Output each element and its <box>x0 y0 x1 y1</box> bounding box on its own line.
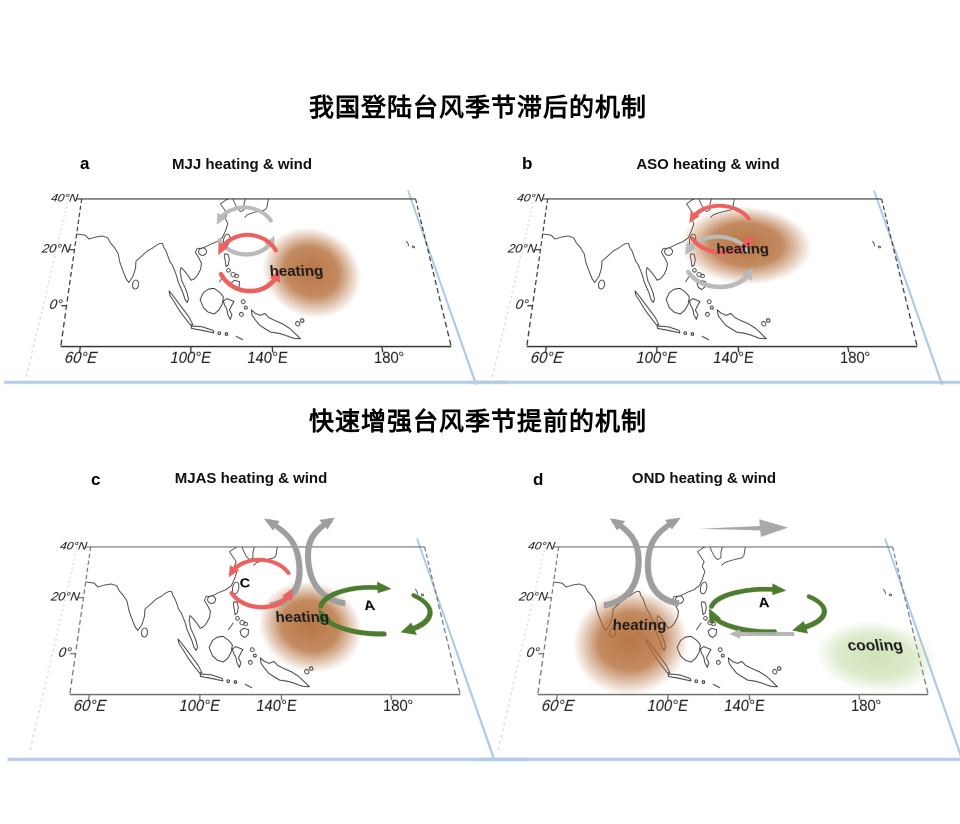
panel-b: heating 40°N 20°N 0° 60°E 100°E 140°E 18… <box>498 152 958 442</box>
panel-b-title: ASO heating & wind <box>636 156 780 173</box>
panel-b-map-svg: heating <box>470 157 960 418</box>
panel-a: heating 40°N 20°N 0° 60°E 100°E 140°E 18… <box>32 152 492 442</box>
heating-label: heating <box>716 240 770 256</box>
lon-tick-140e: 140°E <box>255 696 298 715</box>
panel-c: C A heating 40°N 20°N 0° 60°E 100°E 140°… <box>41 466 501 756</box>
lat-tick-0: 0° <box>514 296 530 313</box>
slide-edge-right <box>417 539 495 761</box>
panel-d: A heating cooling 40°N 20°N 0° 60°E 100°… <box>509 466 960 756</box>
panel-d-letter: d <box>533 470 544 489</box>
cooling-label: cooling <box>846 636 905 654</box>
anticyclone-a-label: A <box>758 594 770 610</box>
panel-d-map-svg: A heating cooling <box>481 505 960 766</box>
upper-westerly-arrow <box>698 519 790 537</box>
lon-tick-140e: 140°E <box>723 696 766 715</box>
lon-tick-140e: 140°E <box>246 348 289 367</box>
heating-blob <box>256 581 370 674</box>
section-title-landfall-lag: 我国登陆台风季节滞后的机制 <box>308 94 647 122</box>
heating-label: heating <box>612 616 667 633</box>
lat-tick-40n: 40°N <box>59 539 89 553</box>
section-title-ri-advance: 快速增强台风季节提前的机制 <box>308 408 647 436</box>
cooling-blob <box>810 620 947 694</box>
panel-c-letter: c <box>91 470 101 489</box>
lon-tick-100e: 100°E <box>647 696 689 715</box>
heating-label: heating <box>275 608 330 625</box>
heating-blob <box>259 227 369 319</box>
coastline-map <box>70 546 445 689</box>
lat-tick-20n: 20°N <box>40 241 72 256</box>
lon-tick-100e: 100°E <box>636 348 678 367</box>
heating-blob <box>680 206 818 285</box>
lon-tick-180: 180° <box>381 696 416 715</box>
anticyclone-a-label: A <box>363 597 376 613</box>
lat-tick-20n: 20°N <box>517 589 549 604</box>
gray-circulation-arrow <box>219 207 273 254</box>
green-anticyclone-arrow <box>711 589 828 632</box>
lon-tick-60e: 60°E <box>72 696 108 715</box>
lon-tick-100e: 100°E <box>170 348 212 367</box>
heating-label: heating <box>269 262 324 279</box>
lat-tick-40n: 40°N <box>50 191 80 205</box>
lat-tick-0: 0° <box>57 644 73 661</box>
panel-c-title: MJAS heating & wind <box>174 470 328 487</box>
lon-tick-60e: 60°E <box>529 348 565 367</box>
panel-c-map-svg: C A heating <box>13 505 524 766</box>
lat-tick-20n: 20°N <box>506 241 538 256</box>
cyclone-c-label: C <box>239 575 250 591</box>
lon-tick-100e: 100°E <box>179 696 221 715</box>
map-frame <box>53 198 454 354</box>
lat-tick-20n: 20°N <box>49 589 81 604</box>
panel-c-map: C A heating 40°N 20°N 0° 60°E 100°E 140°… <box>13 505 524 766</box>
lat-tick-40n: 40°N <box>527 539 557 553</box>
lat-tick-40n: 40°N <box>516 191 546 205</box>
panel-b-map: heating 40°N 20°N 0° 60°E 100°E 140°E 18… <box>470 157 960 418</box>
coastline-map <box>61 198 436 341</box>
lon-tick-180: 180° <box>849 696 884 715</box>
panel-b-letter: b <box>522 154 533 173</box>
panel-a-map-svg: heating <box>4 157 515 418</box>
lon-tick-60e: 60°E <box>540 696 576 715</box>
panel-a-title: MJJ heating & wind <box>171 156 312 173</box>
panel-d-title: OND heating & wind <box>631 470 777 487</box>
panel-d-map: A heating cooling 40°N 20°N 0° 60°E 100°… <box>481 505 960 766</box>
panel-a-letter: a <box>80 154 90 173</box>
lat-tick-0: 0° <box>525 644 541 661</box>
panel-a-map: heating 40°N 20°N 0° 60°E 100°E 140°E 18… <box>4 157 515 418</box>
lon-tick-140e: 140°E <box>712 348 755 367</box>
lon-tick-180: 180° <box>838 348 873 367</box>
lat-tick-0: 0° <box>48 296 64 313</box>
lon-tick-180: 180° <box>372 348 407 367</box>
lon-tick-60e: 60°E <box>63 348 99 367</box>
heating-blob <box>566 590 689 696</box>
